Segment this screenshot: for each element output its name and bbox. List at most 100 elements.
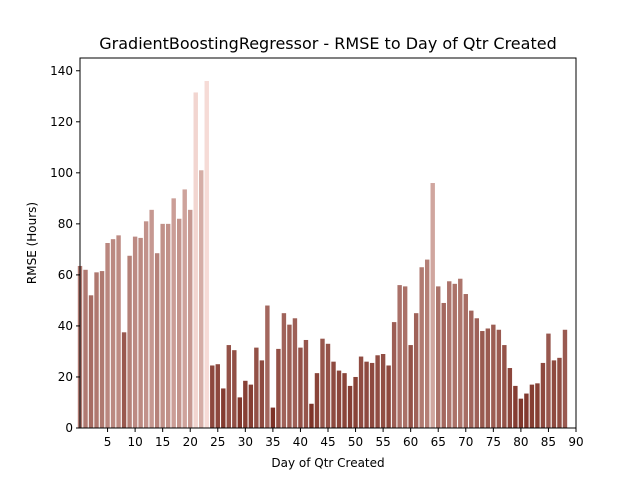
x-tick-label: 20 <box>183 435 198 449</box>
bar-day-28 <box>232 350 237 428</box>
x-tick-label: 85 <box>541 435 556 449</box>
bar-day-5 <box>105 243 110 428</box>
x-tick-label: 10 <box>127 435 142 449</box>
bar-day-54 <box>375 355 380 428</box>
bar-day-45 <box>325 343 331 428</box>
x-tick-label: 25 <box>210 435 225 449</box>
bar-day-7 <box>116 235 121 428</box>
bar-day-83 <box>535 383 540 428</box>
bar-day-88 <box>562 329 568 428</box>
bar-day-77 <box>502 345 507 428</box>
bar-day-27 <box>226 345 232 428</box>
bar-day-26 <box>221 388 226 428</box>
bar-day-37 <box>281 313 287 428</box>
bar-day-70 <box>463 294 468 428</box>
bar-day-72 <box>474 318 480 428</box>
bar-day-4 <box>99 271 105 428</box>
bar-day-58 <box>397 285 402 428</box>
x-axis: 5 10 15 20 25 30 35 40 45 50 55 60 65 70 75 80 85 90 <box>104 428 584 449</box>
bar-day-15 <box>160 223 165 428</box>
bar-day-71 <box>469 310 474 428</box>
bar-day-52 <box>364 361 369 428</box>
bar-day-22 <box>199 170 204 428</box>
bar-day-19 <box>182 189 187 428</box>
bar-day-79 <box>513 385 518 428</box>
y-tick-label: 60 <box>58 268 73 282</box>
bar-day-50 <box>353 376 358 428</box>
x-tick-label: 15 <box>155 435 170 449</box>
bar-day-75 <box>491 324 496 428</box>
chart-title: GradientBoostingRegressor - RMSE to Day … <box>99 34 556 53</box>
y-tick-label: 120 <box>50 115 73 129</box>
y-axis: 0 20 40 60 80 100 120 140 <box>50 64 80 435</box>
x-tick-label: 40 <box>293 435 308 449</box>
x-tick-label: 90 <box>568 435 583 449</box>
bar-day-47 <box>336 370 342 428</box>
bar-day-78 <box>507 368 513 428</box>
bar-day-46 <box>331 361 336 428</box>
bar-day-11 <box>138 237 143 428</box>
bar-day-12 <box>143 221 149 428</box>
y-tick-label: 20 <box>58 370 73 384</box>
bar-day-33 <box>259 360 265 428</box>
y-tick-label: 100 <box>50 166 73 180</box>
x-tick-label: 60 <box>403 435 418 449</box>
bar-day-32 <box>254 347 259 428</box>
bar-day-63 <box>425 259 430 428</box>
x-tick-label: 75 <box>486 435 501 449</box>
bar-day-57 <box>391 322 397 428</box>
bar-day-41 <box>303 339 309 428</box>
bar-day-62 <box>419 267 424 428</box>
bar-day-38 <box>287 324 292 428</box>
bar-day-2 <box>88 295 94 428</box>
x-tick-label: 70 <box>458 435 473 449</box>
y-tick-label: 80 <box>58 217 73 231</box>
bar-day-44 <box>320 338 325 428</box>
bar-day-76 <box>496 329 502 428</box>
bar-day-74 <box>485 328 491 428</box>
bar-day-60 <box>408 345 413 428</box>
bar-day-14 <box>154 253 160 428</box>
bar-day-51 <box>358 356 364 428</box>
bar-day-16 <box>165 223 171 428</box>
bar-day-25 <box>215 364 220 428</box>
bar-day-48 <box>342 373 347 428</box>
bar-day-39 <box>292 318 298 428</box>
bar-day-9 <box>127 255 132 428</box>
bar-day-68 <box>452 283 457 428</box>
bar-day-67 <box>447 281 452 428</box>
x-tick-label: 35 <box>265 435 280 449</box>
bar-day-18 <box>177 218 182 428</box>
bar-day-23 <box>204 80 209 428</box>
bar-day-65 <box>436 286 441 428</box>
bar-day-49 <box>347 385 353 428</box>
bar-day-87 <box>557 357 562 428</box>
bar-day-66 <box>441 302 446 428</box>
x-tick-label: 45 <box>320 435 335 449</box>
bar-day-17 <box>171 198 176 428</box>
bar-day-56 <box>386 365 391 428</box>
bar-day-85 <box>546 333 551 428</box>
bar-day-3 <box>94 272 99 428</box>
bar-day-59 <box>402 286 408 428</box>
bar-day-80 <box>518 398 524 428</box>
bar-day-6 <box>110 239 116 428</box>
bar-day-8 <box>121 332 127 428</box>
bar-day-69 <box>458 278 463 428</box>
bar-day-21 <box>193 92 198 428</box>
x-tick-label: 5 <box>104 435 112 449</box>
bar-day-40 <box>298 347 303 428</box>
y-axis-label: RMSE (Hours) <box>25 202 39 284</box>
bar-day-42 <box>309 403 314 428</box>
bar-day-36 <box>276 348 281 428</box>
bar-day-1 <box>83 269 88 428</box>
bar-day-24 <box>210 365 215 428</box>
x-tick-label: 80 <box>513 435 528 449</box>
bar-day-84 <box>540 362 546 428</box>
bar-day-10 <box>132 236 138 428</box>
bar-day-81 <box>524 393 529 428</box>
x-tick-label: 50 <box>348 435 363 449</box>
x-tick-label: 30 <box>238 435 253 449</box>
y-tick-label: 140 <box>50 64 73 78</box>
